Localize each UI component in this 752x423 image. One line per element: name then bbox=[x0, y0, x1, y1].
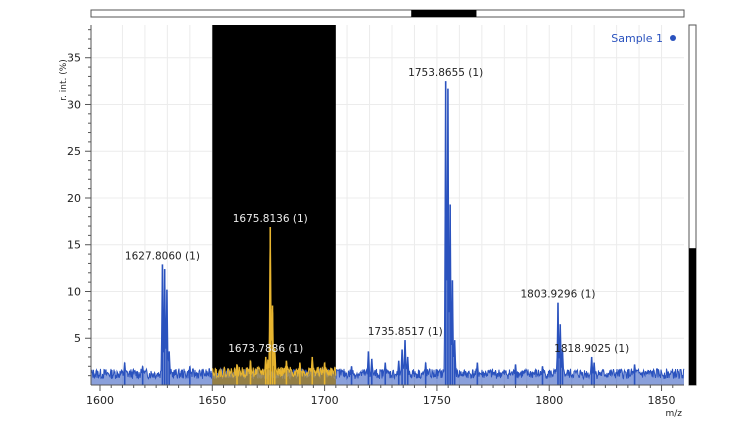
peak-annotations: 1627.8060 (1) 1675.8136 (1) 1673.7886 (1) 1… bbox=[125, 67, 629, 355]
legend-marker-dot bbox=[670, 35, 676, 41]
peak-annotation-label: 1673.7886 (1) bbox=[228, 343, 303, 355]
x-tick-label: 1700 bbox=[311, 394, 339, 407]
horizontal-scrollbar[interactable] bbox=[90, 9, 685, 18]
legend: Sample 1 bbox=[611, 32, 676, 45]
peak-annotation-label: 1818.9025 (1) bbox=[554, 343, 629, 355]
y-tick-label: 35 bbox=[67, 52, 81, 65]
spectrum-marks bbox=[90, 81, 685, 385]
peak-annotation-label: 1627.8060 (1) bbox=[125, 250, 200, 262]
y-tick-label: 20 bbox=[67, 192, 81, 205]
x-tick-label: 1850 bbox=[648, 394, 676, 407]
y-tick-label: 5 bbox=[74, 332, 81, 345]
peak-annotation-label: 1753.8655 (1) bbox=[408, 67, 483, 79]
peak-annotation-label: 1803.9296 (1) bbox=[520, 289, 595, 301]
legend-entry-label: Sample 1 bbox=[611, 32, 663, 45]
y-axis-label: r. int. (%) bbox=[59, 59, 69, 101]
peak-annotation-label: 1675.8136 (1) bbox=[233, 213, 308, 225]
horizontal-scrollbar-track[interactable] bbox=[90, 9, 685, 18]
vertical-scrollbar[interactable] bbox=[688, 24, 697, 386]
y-axis-ticks: 5 10 15 20 25 30 35 bbox=[67, 29, 91, 377]
y-tick-label: 10 bbox=[67, 285, 81, 298]
x-tick-label: 1750 bbox=[423, 394, 451, 407]
x-axis-ticks: 1600 1650 1700 1750 1800 1850 bbox=[86, 385, 676, 407]
peak-annotation-label: 1735.8517 (1) bbox=[368, 326, 443, 338]
y-tick-label: 25 bbox=[67, 145, 81, 158]
y-tick-label: 15 bbox=[67, 239, 81, 252]
selection-region[interactable] bbox=[212, 25, 336, 385]
x-tick-label: 1600 bbox=[86, 394, 114, 407]
horizontal-scrollbar-thumb[interactable] bbox=[411, 10, 477, 17]
y-tick-label: 30 bbox=[67, 98, 81, 111]
x-tick-label: 1650 bbox=[198, 394, 226, 407]
x-tick-label: 1800 bbox=[535, 394, 563, 407]
vertical-scrollbar-thumb[interactable] bbox=[689, 248, 696, 385]
x-axis-label: m/z bbox=[665, 409, 682, 419]
